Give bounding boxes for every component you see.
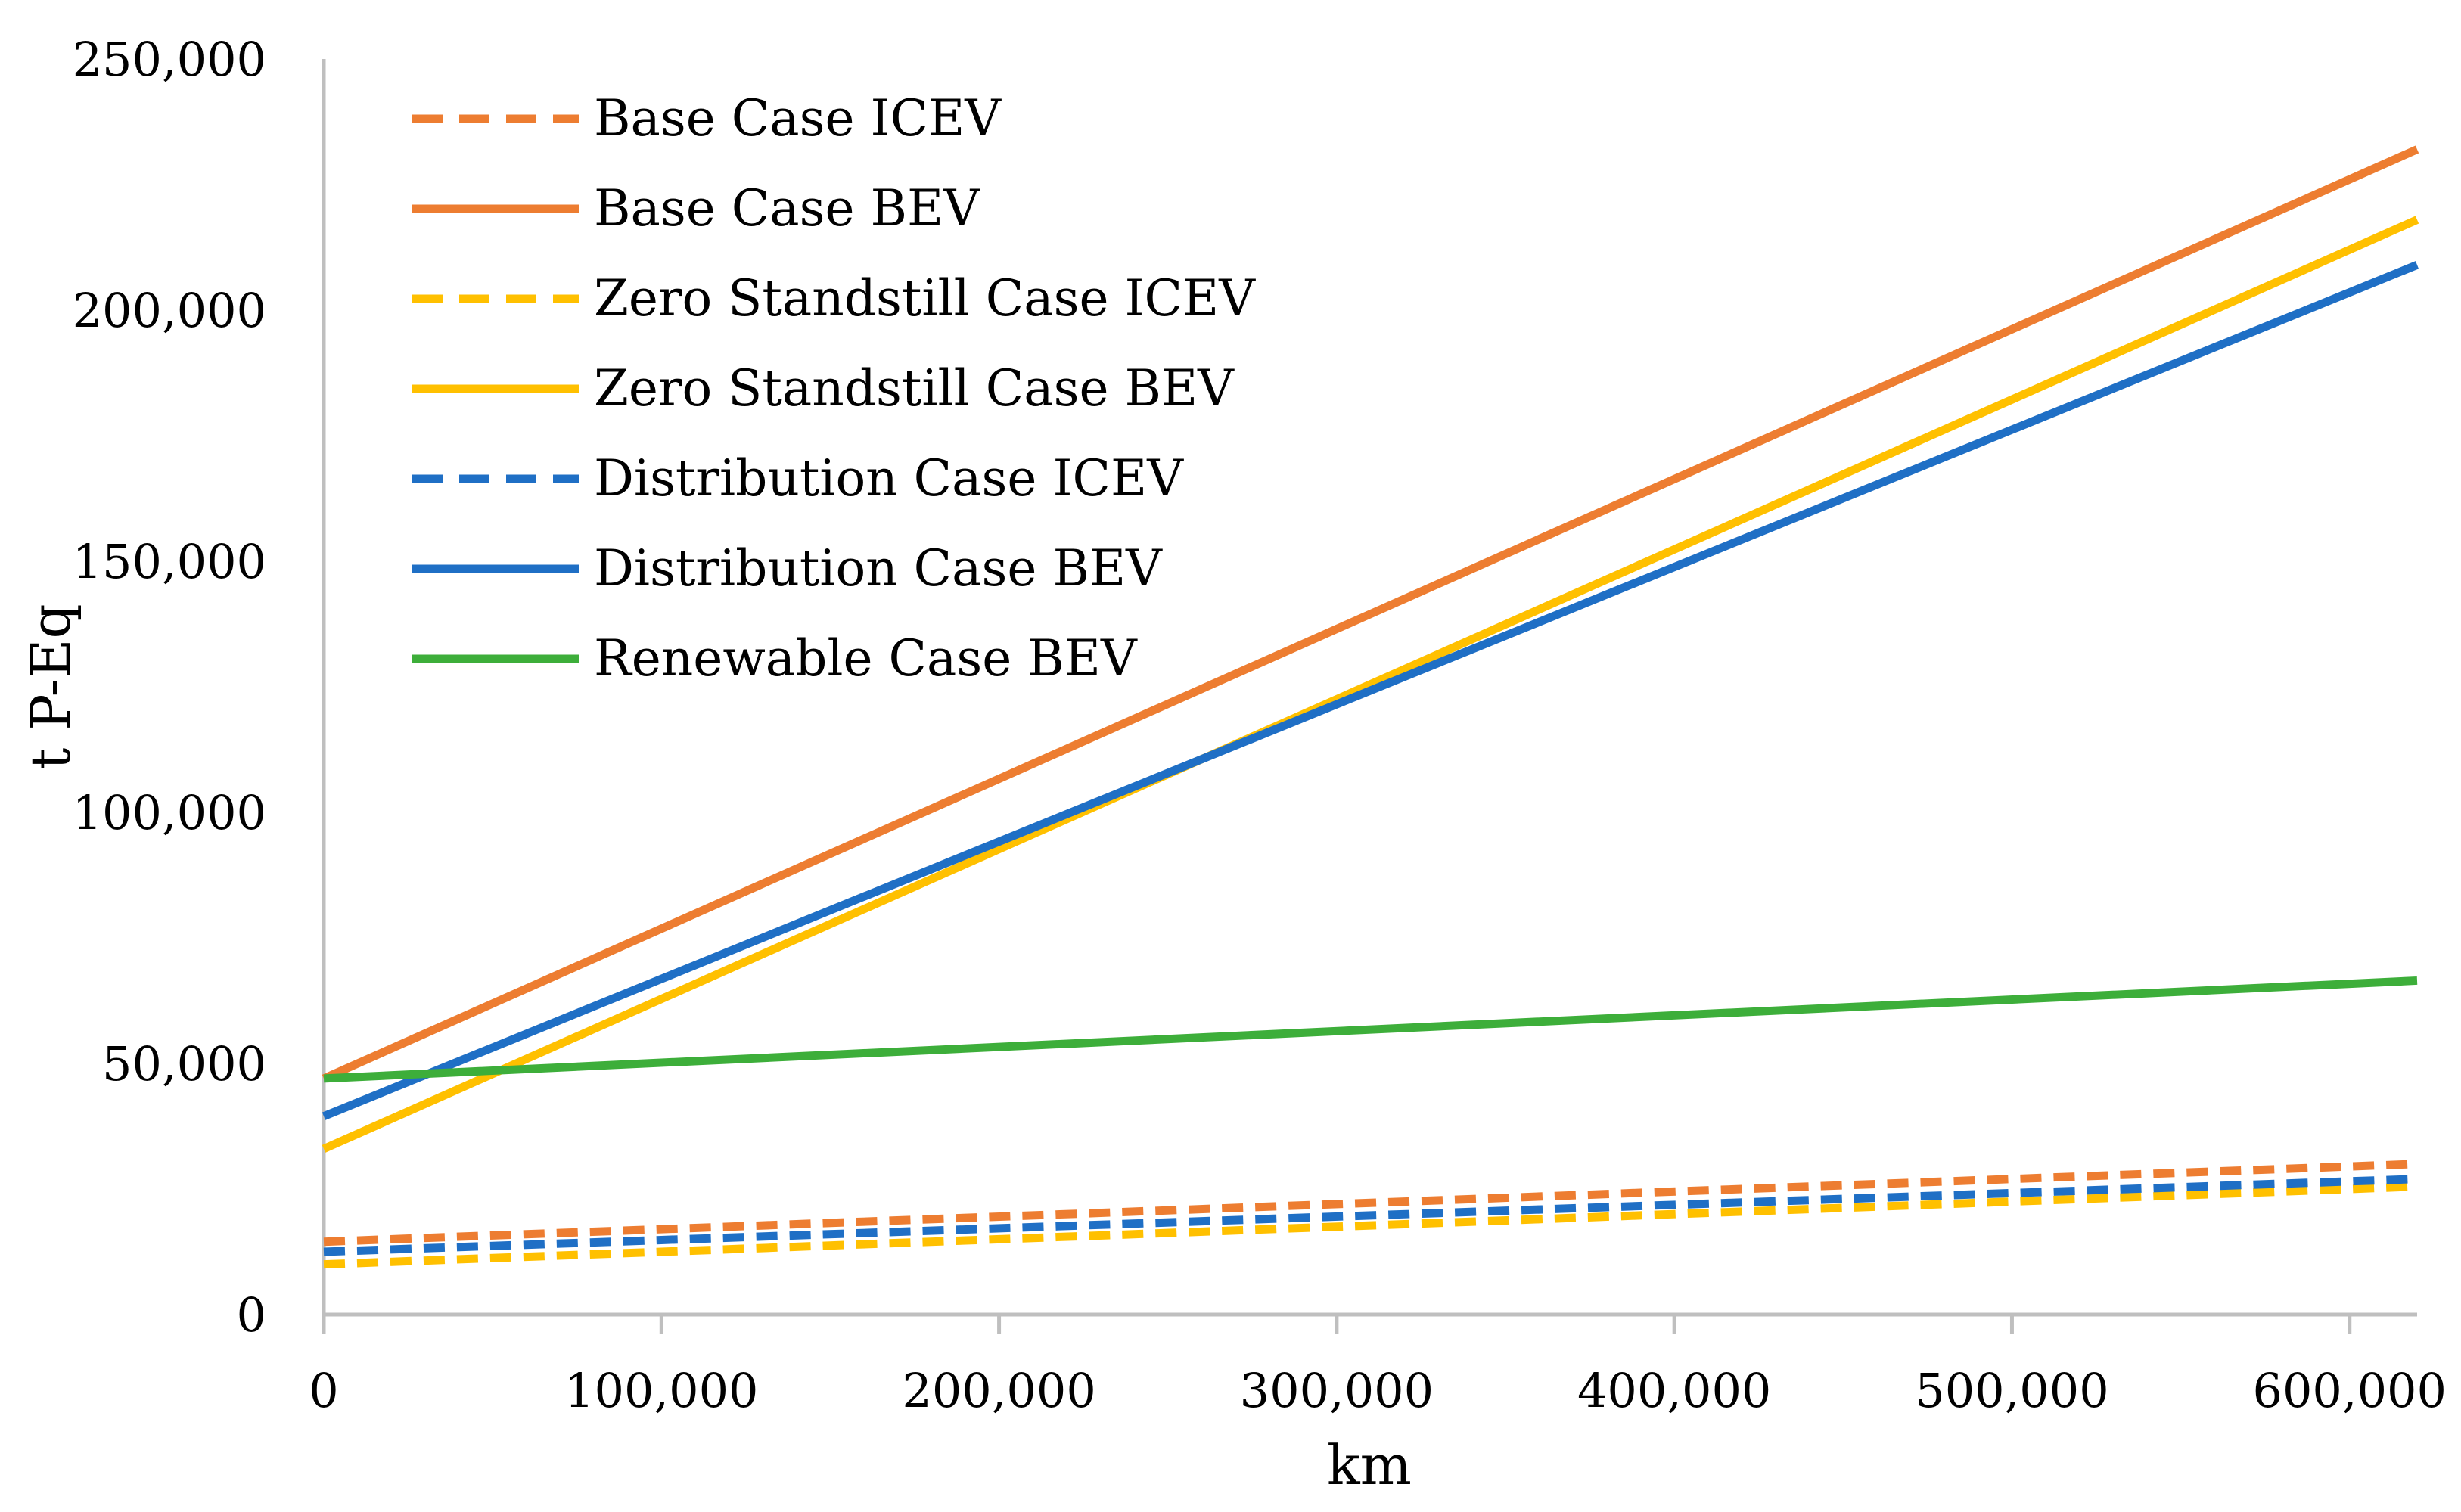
series-line-zero-standstill-case-icev	[323, 1182, 2418, 1269]
series-line-base-case-icev	[323, 1160, 2418, 1247]
legend-label: Zero Standstill Case ICEV	[594, 269, 1256, 328]
x-axis-title: km	[1327, 1433, 1412, 1497]
y-tick-labels: 0 50,000 100,000 150,000 200,000 250,000	[73, 32, 266, 1343]
legend-label: Zero Standstill Case BEV	[594, 359, 1235, 418]
legend: Base Case ICEV Base Case BEV Zero Standsti…	[412, 89, 1256, 688]
series-lines	[322, 145, 2419, 1269]
y-tick-label: 200,000	[73, 283, 266, 338]
x-tick-labels: 0 100,000 200,000 300,000 400,000 500,000 600,…	[309, 1363, 2447, 1418]
series-line-distribution-case-bev	[322, 261, 2419, 1120]
x-tick-label: 600,000	[2253, 1363, 2447, 1418]
legend-label: Distribution Case ICEV	[594, 449, 1184, 508]
x-tick-label: 300,000	[1240, 1363, 1434, 1418]
y-tick-label: 250,000	[73, 32, 266, 87]
x-tick-label: 100,000	[564, 1363, 758, 1418]
x-tick-marks	[322, 1315, 2352, 1334]
x-tick-label: 500,000	[1915, 1363, 2108, 1418]
x-tick-label: 0	[309, 1363, 338, 1418]
y-tick-label: 150,000	[73, 534, 266, 589]
x-tick-label: 400,000	[1577, 1363, 1771, 1418]
y-tick-label: 0	[237, 1287, 266, 1343]
legend-label: Renewable Case BEV	[594, 629, 1138, 688]
y-axis-title: t P-Eq	[19, 604, 82, 769]
legend-label: Distribution Case BEV	[594, 539, 1163, 598]
legend-label: Base Case BEV	[594, 179, 980, 238]
series-line-base-case-bev	[322, 145, 2419, 1082]
axes	[322, 59, 2417, 1317]
y-tick-label: 100,000	[73, 785, 266, 840]
y-tick-label: 50,000	[102, 1036, 266, 1091]
series-line-zero-standstill-case-bev	[322, 216, 2419, 1153]
series-line-renewable-case-bev	[323, 976, 2418, 1083]
legend-label: Base Case ICEV	[594, 89, 1002, 147]
x-tick-label: 200,000	[902, 1363, 1095, 1418]
series-line-distribution-case-icev	[323, 1175, 2418, 1256]
